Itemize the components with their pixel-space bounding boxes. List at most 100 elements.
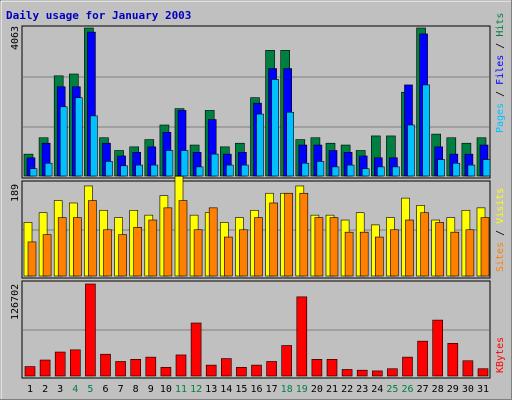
bar-sites-day-19	[299, 192, 309, 277]
day-label-25: 25	[386, 384, 398, 395]
bar-pages-day-1	[29, 168, 38, 177]
day-label-10: 10	[160, 384, 172, 395]
bar-sites-day-17	[269, 202, 278, 277]
bar-sites-day-24	[374, 236, 384, 277]
bar-pages-day-24	[376, 166, 385, 177]
day-label-3: 3	[57, 384, 63, 395]
bar-pages-day-12	[195, 166, 204, 177]
legend-sites: Sites	[495, 242, 506, 272]
bar-pages-day-30	[467, 164, 476, 177]
bar-pages-day-4	[75, 97, 83, 177]
day-label-24: 24	[371, 384, 383, 395]
bar-kbytes-day-22	[341, 369, 353, 377]
bar-pages-day-2	[44, 162, 53, 177]
bar-sites-day-10	[163, 207, 173, 277]
bar-sites-day-2	[42, 234, 52, 277]
bar-sites-day-13	[208, 207, 218, 277]
bar-kbytes-day-13	[205, 364, 217, 377]
bar-kbytes-day-10	[160, 366, 172, 377]
bar-pages-day-15	[241, 164, 249, 177]
day-label-18: 18	[281, 384, 293, 395]
bar-kbytes-day-20	[311, 358, 323, 377]
day-label-19: 19	[296, 384, 308, 395]
chart-title: Daily usage for January 2003	[6, 9, 191, 22]
bar-kbytes-day-9	[145, 356, 157, 377]
kbytes-legend: KBytes	[495, 337, 506, 373]
bar-sites-day-30	[465, 229, 475, 277]
bar-sites-day-20	[314, 217, 324, 277]
day-label-6: 6	[102, 384, 108, 395]
bar-sites-day-6	[103, 229, 112, 277]
bar-pages-day-5	[90, 115, 98, 177]
bar-kbytes-day-4	[70, 349, 81, 377]
day-label-11: 11	[175, 384, 187, 395]
day-label-16: 16	[250, 384, 262, 395]
bar-pages-day-13	[210, 153, 219, 177]
bar-sites-day-28	[435, 222, 445, 277]
bar-kbytes-day-1	[24, 366, 36, 377]
bar-kbytes-day-14	[221, 358, 232, 377]
legend-visits: Visits	[495, 188, 506, 224]
bar-sites-day-21	[329, 217, 339, 277]
day-label-15: 15	[235, 384, 247, 395]
day-label-8: 8	[133, 384, 139, 395]
bar-kbytes-day-24	[371, 370, 383, 377]
legend-sep: /	[495, 85, 506, 103]
visits-max-label: 189	[10, 184, 21, 202]
day-label-31: 31	[477, 384, 489, 395]
bar-kbytes-day-3	[54, 351, 66, 377]
legend-hits: Hits	[495, 13, 506, 37]
visits-legend: Sites / Visits	[495, 188, 506, 272]
day-label-13: 13	[205, 384, 217, 395]
bar-pages-day-8	[135, 164, 143, 177]
bar-kbytes-day-11	[175, 354, 187, 377]
bar-pages-day-18	[286, 111, 295, 177]
traffic-legend: Pages / Files / Hits	[495, 13, 506, 133]
bar-pages-day-25	[392, 166, 400, 177]
day-label-1: 1	[27, 384, 33, 395]
day-label-30: 30	[462, 384, 474, 395]
bar-sites-day-27	[420, 212, 429, 277]
bar-sites-day-29	[450, 231, 460, 277]
bar-pages-day-14	[226, 164, 234, 177]
bar-kbytes-day-28	[432, 319, 444, 377]
bar-kbytes-day-30	[462, 360, 474, 377]
traffic-max-label: 4063	[10, 26, 21, 50]
day-label-26: 26	[401, 384, 413, 395]
bar-kbytes-day-2	[39, 359, 51, 377]
bar-kbytes-day-16	[251, 364, 262, 377]
bar-sites-day-14	[224, 236, 233, 277]
day-label-23: 23	[356, 384, 368, 395]
legend-pages: Pages	[495, 103, 506, 133]
bar-pages-day-20	[316, 161, 325, 177]
day-label-22: 22	[341, 384, 353, 395]
bar-sites-day-18	[284, 192, 294, 277]
day-label-28: 28	[432, 384, 444, 395]
bar-kbytes-day-7	[115, 361, 126, 377]
bar-pages-day-11	[180, 150, 189, 177]
bar-sites-day-25	[390, 229, 399, 277]
bar-sites-day-12	[193, 229, 203, 277]
bar-kbytes-day-26	[402, 356, 413, 377]
bar-kbytes-day-6	[100, 353, 111, 377]
bar-pages-day-6	[105, 161, 113, 177]
bar-sites-day-22	[344, 231, 354, 277]
bar-pages-day-9	[150, 164, 159, 177]
day-label-2: 2	[42, 384, 48, 395]
bar-sites-day-5	[88, 200, 97, 277]
day-label-14: 14	[220, 384, 232, 395]
bar-pages-day-29	[452, 162, 461, 177]
day-tick-labels: 1 2 3 4 5 6 7 8 9 10 11 12 13 14 15 16 17 18 19 20 21 22 23 24 2…	[27, 384, 489, 395]
bar-kbytes-day-18	[281, 345, 293, 377]
bars-layer	[23, 27, 491, 377]
day-label-27: 27	[417, 384, 429, 395]
bar-sites-day-9	[148, 219, 158, 277]
bar-sites-day-16	[254, 217, 263, 277]
bar-kbytes-day-8	[130, 358, 141, 377]
bar-pages-day-16	[256, 113, 264, 177]
bar-kbytes-day-29	[447, 343, 459, 377]
bar-sites-day-1	[27, 241, 37, 277]
legend-sep: /	[495, 37, 506, 55]
legend-sep: /	[495, 224, 506, 242]
bar-kbytes-day-15	[236, 366, 247, 377]
